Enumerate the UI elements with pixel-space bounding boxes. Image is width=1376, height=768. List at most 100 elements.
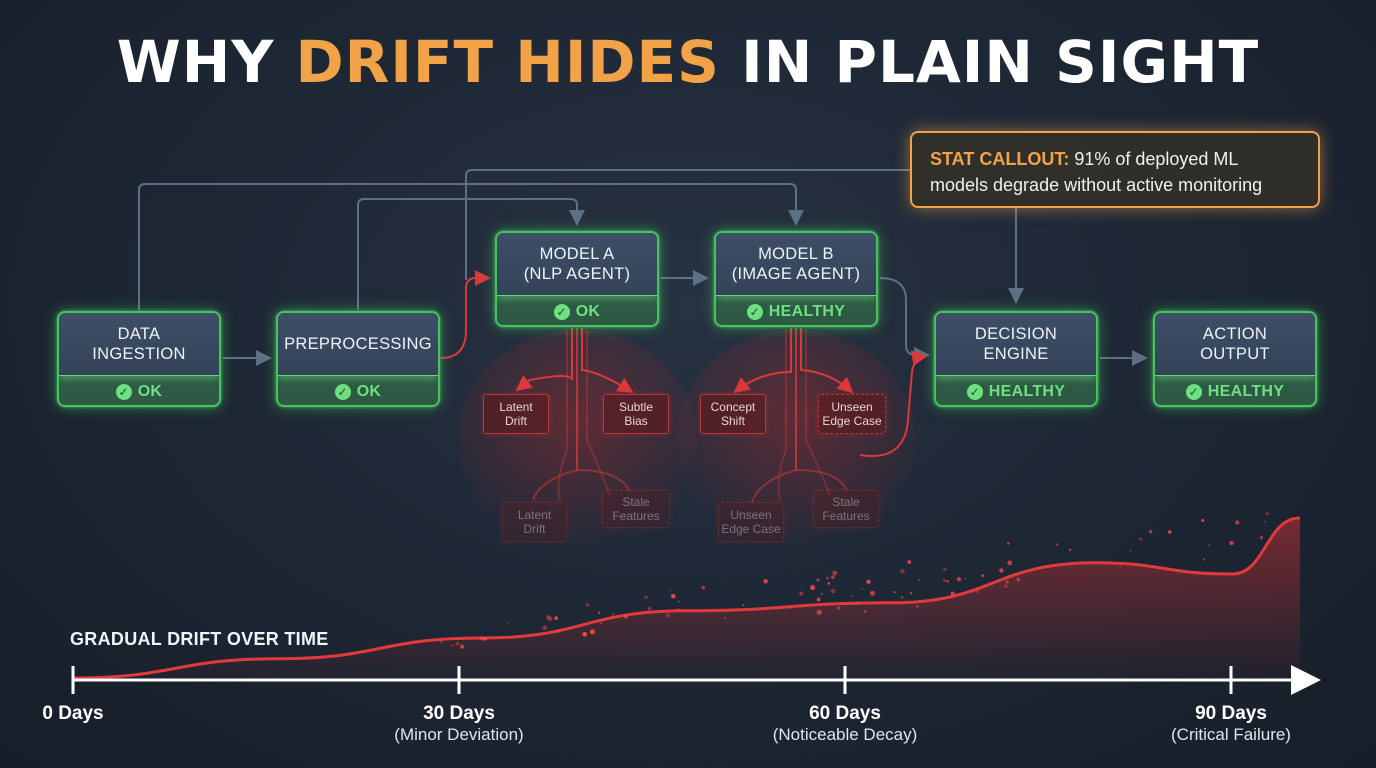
drift-particle: [850, 595, 853, 597]
drift-particles: [439, 512, 1269, 649]
drift-particle: [1208, 544, 1211, 547]
node-label: MODEL A (NLP AGENT): [523, 245, 631, 283]
drift-particle: [455, 641, 460, 646]
check-circle-icon: ✓: [966, 384, 983, 400]
drift-particle: [999, 568, 1004, 573]
drift-particle: [810, 585, 816, 591]
drift-particle: [1138, 537, 1143, 541]
drift-particle: [964, 577, 967, 580]
drift-particle: [451, 644, 454, 647]
drift-particle: [506, 621, 509, 624]
drift-particle: [671, 594, 676, 599]
title-part-1: WHY: [116, 28, 296, 96]
drift-particle: [1004, 584, 1008, 588]
route-preprocessing-to-model-a: [357, 198, 585, 310]
drift-particle: [870, 590, 875, 596]
drift-particle: [480, 636, 484, 641]
drift-particle: [669, 589, 671, 592]
drift-particle: [909, 592, 913, 595]
drift-particle: [1264, 520, 1267, 523]
drift-particle: [866, 579, 871, 584]
drift-particle: [861, 587, 864, 590]
tick-sub-90-days: (Critical Failure): [1171, 725, 1291, 744]
drift-particle: [1235, 520, 1240, 525]
drift-particle: [1148, 529, 1153, 534]
drift-particle: [836, 606, 841, 610]
node-status: ✓ OK: [278, 376, 438, 405]
check-circle-icon: ✓: [746, 304, 763, 320]
drift-particle: [589, 629, 595, 635]
status-text: OK: [575, 303, 601, 320]
drift-particle: [495, 636, 498, 639]
callout-line-1: 91% of deployed ML: [1069, 149, 1239, 169]
drift-particle: [546, 615, 551, 620]
drift-tag-concept-shift: Concept Shift: [700, 394, 766, 434]
drift-particle: [724, 617, 726, 620]
drift-particle: [644, 595, 648, 599]
node-label: ACTION OUTPUT: [1200, 325, 1270, 363]
drift-particle: [623, 614, 628, 619]
drift-tag-stale-features-faded: Stale Features: [602, 490, 670, 528]
drift-particle: [1168, 530, 1172, 534]
node-status: ✓ HEALTHY: [936, 376, 1096, 405]
node-model-b[interactable]: MODEL B (IMAGE AGENT) ✓ HEALTHY: [714, 231, 878, 327]
node-label: DATA INGESTION: [92, 325, 186, 363]
check-circle-icon: ✓: [115, 384, 132, 400]
callout-label: STAT CALLOUT:: [930, 149, 1070, 169]
tick-label-30-days: 30 Days: [423, 703, 495, 724]
drift-particle: [483, 637, 487, 641]
drift-particle: [893, 591, 896, 594]
drift-area: [73, 518, 1300, 678]
drift-particle: [787, 606, 791, 610]
node-label: MODEL B (IMAGE AGENT): [731, 245, 861, 283]
title-highlight: DRIFT HIDES: [295, 28, 720, 96]
drift-particle: [763, 579, 768, 584]
drift-particle: [950, 591, 955, 596]
drift-particle: [900, 569, 905, 574]
drift-particle: [816, 578, 820, 582]
route-model-a-to-callout: [465, 169, 910, 280]
node-data-ingestion[interactable]: DATA INGESTION ✓ OK: [57, 311, 221, 407]
drift-particle: [611, 612, 615, 616]
drift-particle: [556, 630, 560, 634]
node-status: ✓ HEALTHY: [1155, 376, 1315, 405]
status-text: HEALTHY: [988, 383, 1066, 400]
drift-particle: [943, 579, 946, 582]
status-text: OK: [137, 383, 163, 400]
drift-particle: [975, 590, 979, 593]
drift-particle: [1007, 542, 1010, 545]
drift-particle: [1069, 548, 1072, 551]
status-text: HEALTHY: [768, 303, 846, 320]
drift-particle: [827, 582, 831, 585]
node-model-a[interactable]: MODEL A (NLP AGENT) ✓ OK: [495, 231, 659, 327]
drift-particle: [820, 593, 823, 595]
drift-chart-label: GRADUAL DRIFT OVER TIME: [70, 629, 329, 649]
status-text: HEALTHY: [1207, 383, 1285, 400]
node-preprocessing[interactable]: PREPROCESSING ✓ OK: [276, 311, 440, 407]
node-action-output[interactable]: ACTION OUTPUT ✓ HEALTHY: [1153, 311, 1317, 407]
arrow-model-b-decision: [879, 277, 930, 363]
drift-particle: [856, 601, 859, 605]
drift-line: [72, 516, 1301, 680]
drift-particle: [972, 590, 975, 593]
drift-particle: [832, 570, 838, 576]
drift-particle: [831, 575, 835, 580]
node-label: DECISION ENGINE: [974, 325, 1058, 363]
drift-particle: [600, 622, 602, 624]
drift-tag-subtle-bias: Subtle Bias: [603, 394, 669, 434]
drift-particle: [582, 632, 587, 637]
drift-particle: [597, 611, 601, 614]
route-ingestion-to-model-b: [138, 183, 804, 310]
drift-particle: [864, 610, 867, 613]
drift-particle: [701, 585, 706, 590]
drift-particle: [916, 605, 919, 608]
drift-particle: [677, 600, 680, 603]
node-decision-engine[interactable]: DECISION ENGINE ✓ HEALTHY: [934, 311, 1098, 407]
drift-particle: [460, 644, 465, 649]
check-circle-icon: ✓: [334, 384, 351, 400]
callout-line-2: models degrade without active monitoring: [930, 175, 1263, 195]
stat-callout: STAT CALLOUT: 91% of deployed ML models …: [910, 131, 1320, 208]
tick-label-60-days: 60 Days: [809, 703, 881, 724]
